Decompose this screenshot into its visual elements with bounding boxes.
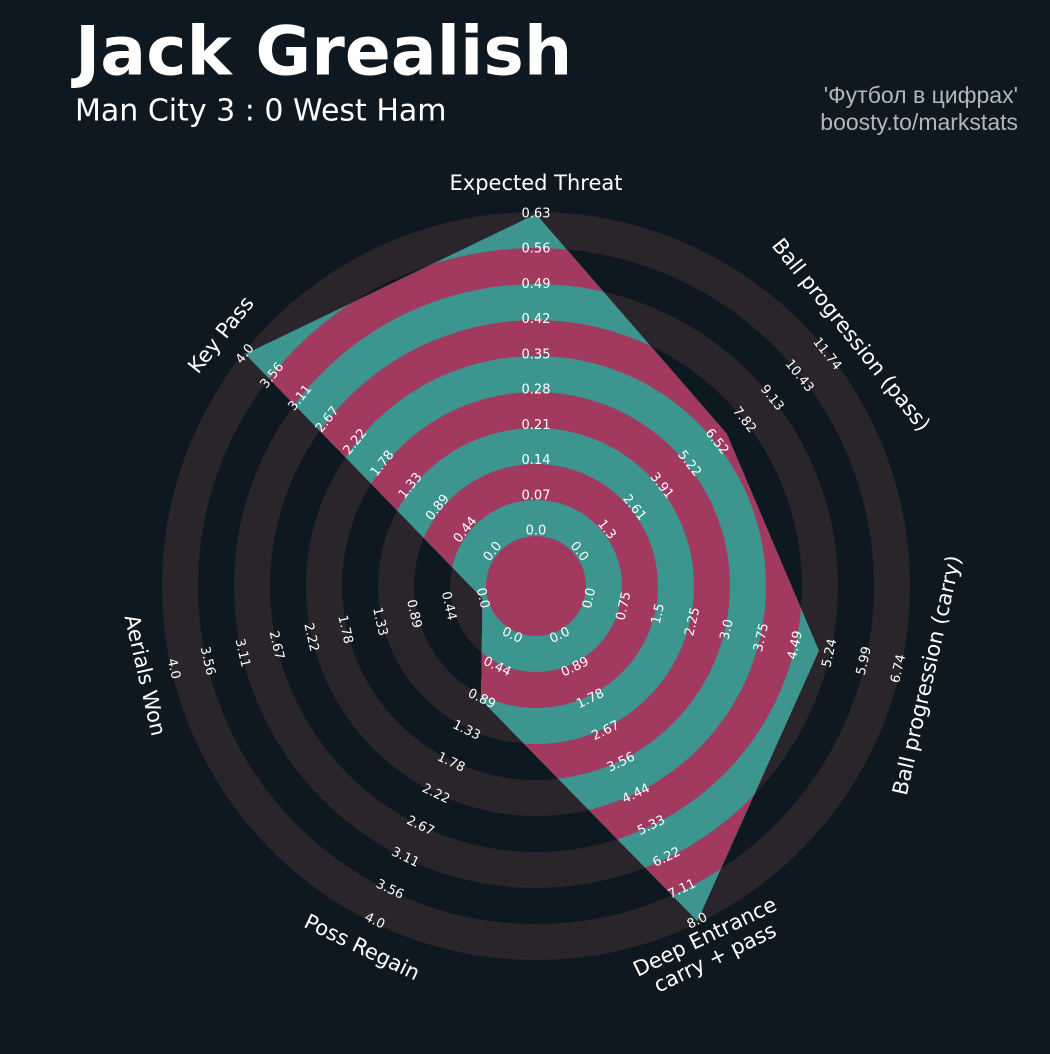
tick-label: 0.0 [473,586,492,610]
tick-label: 0.14 [522,453,551,468]
axis-label: Expected Threat [450,171,623,195]
tick-label: 0.0 [526,524,547,539]
tick-label: 0.63 [522,207,551,222]
tick-label: 3.0 [718,618,737,642]
chart-title: Jack Grealish [71,13,572,92]
tick-label: 0.0 [580,586,599,610]
tick-label: 3.56 [197,645,218,677]
tick-label: 4.0 [164,657,183,681]
tick-label: 0.35 [522,347,551,362]
axis-label: Aerials Won [120,612,171,738]
tick-label: 2.22 [300,622,321,654]
chart-subtitle: Man City 3 : 0 West Ham [75,94,447,129]
tick-label: 2.67 [266,630,287,662]
tick-label: 6.74 [888,653,909,685]
tick-label: 3.11 [232,637,253,669]
radar-band [486,536,586,636]
tick-label: 5.24 [819,637,840,669]
tick-label: 0.89 [403,598,424,630]
tick-label: 0.42 [522,312,551,327]
tick-label: 0.49 [522,277,551,292]
tick-label: 2.25 [682,606,703,638]
tick-label: 1.5 [649,602,668,626]
tick-label: 0.21 [522,418,551,433]
credit: boosty.to/markstats [820,109,1018,135]
tick-label: 0.28 [522,383,551,398]
tick-label: 5.99 [854,645,875,677]
tick-label: 0.44 [438,590,459,622]
tick-label: 1.78 [334,614,355,646]
tick-label: 1.33 [369,606,390,638]
tick-label: 0.07 [522,488,551,503]
credit: 'Футбол в цифрах' [824,82,1018,108]
tick-label: 0.56 [522,242,551,257]
tick-label: 0.75 [613,590,634,622]
tick-label: 3.75 [751,622,772,654]
tick-label: 4.49 [785,629,806,661]
